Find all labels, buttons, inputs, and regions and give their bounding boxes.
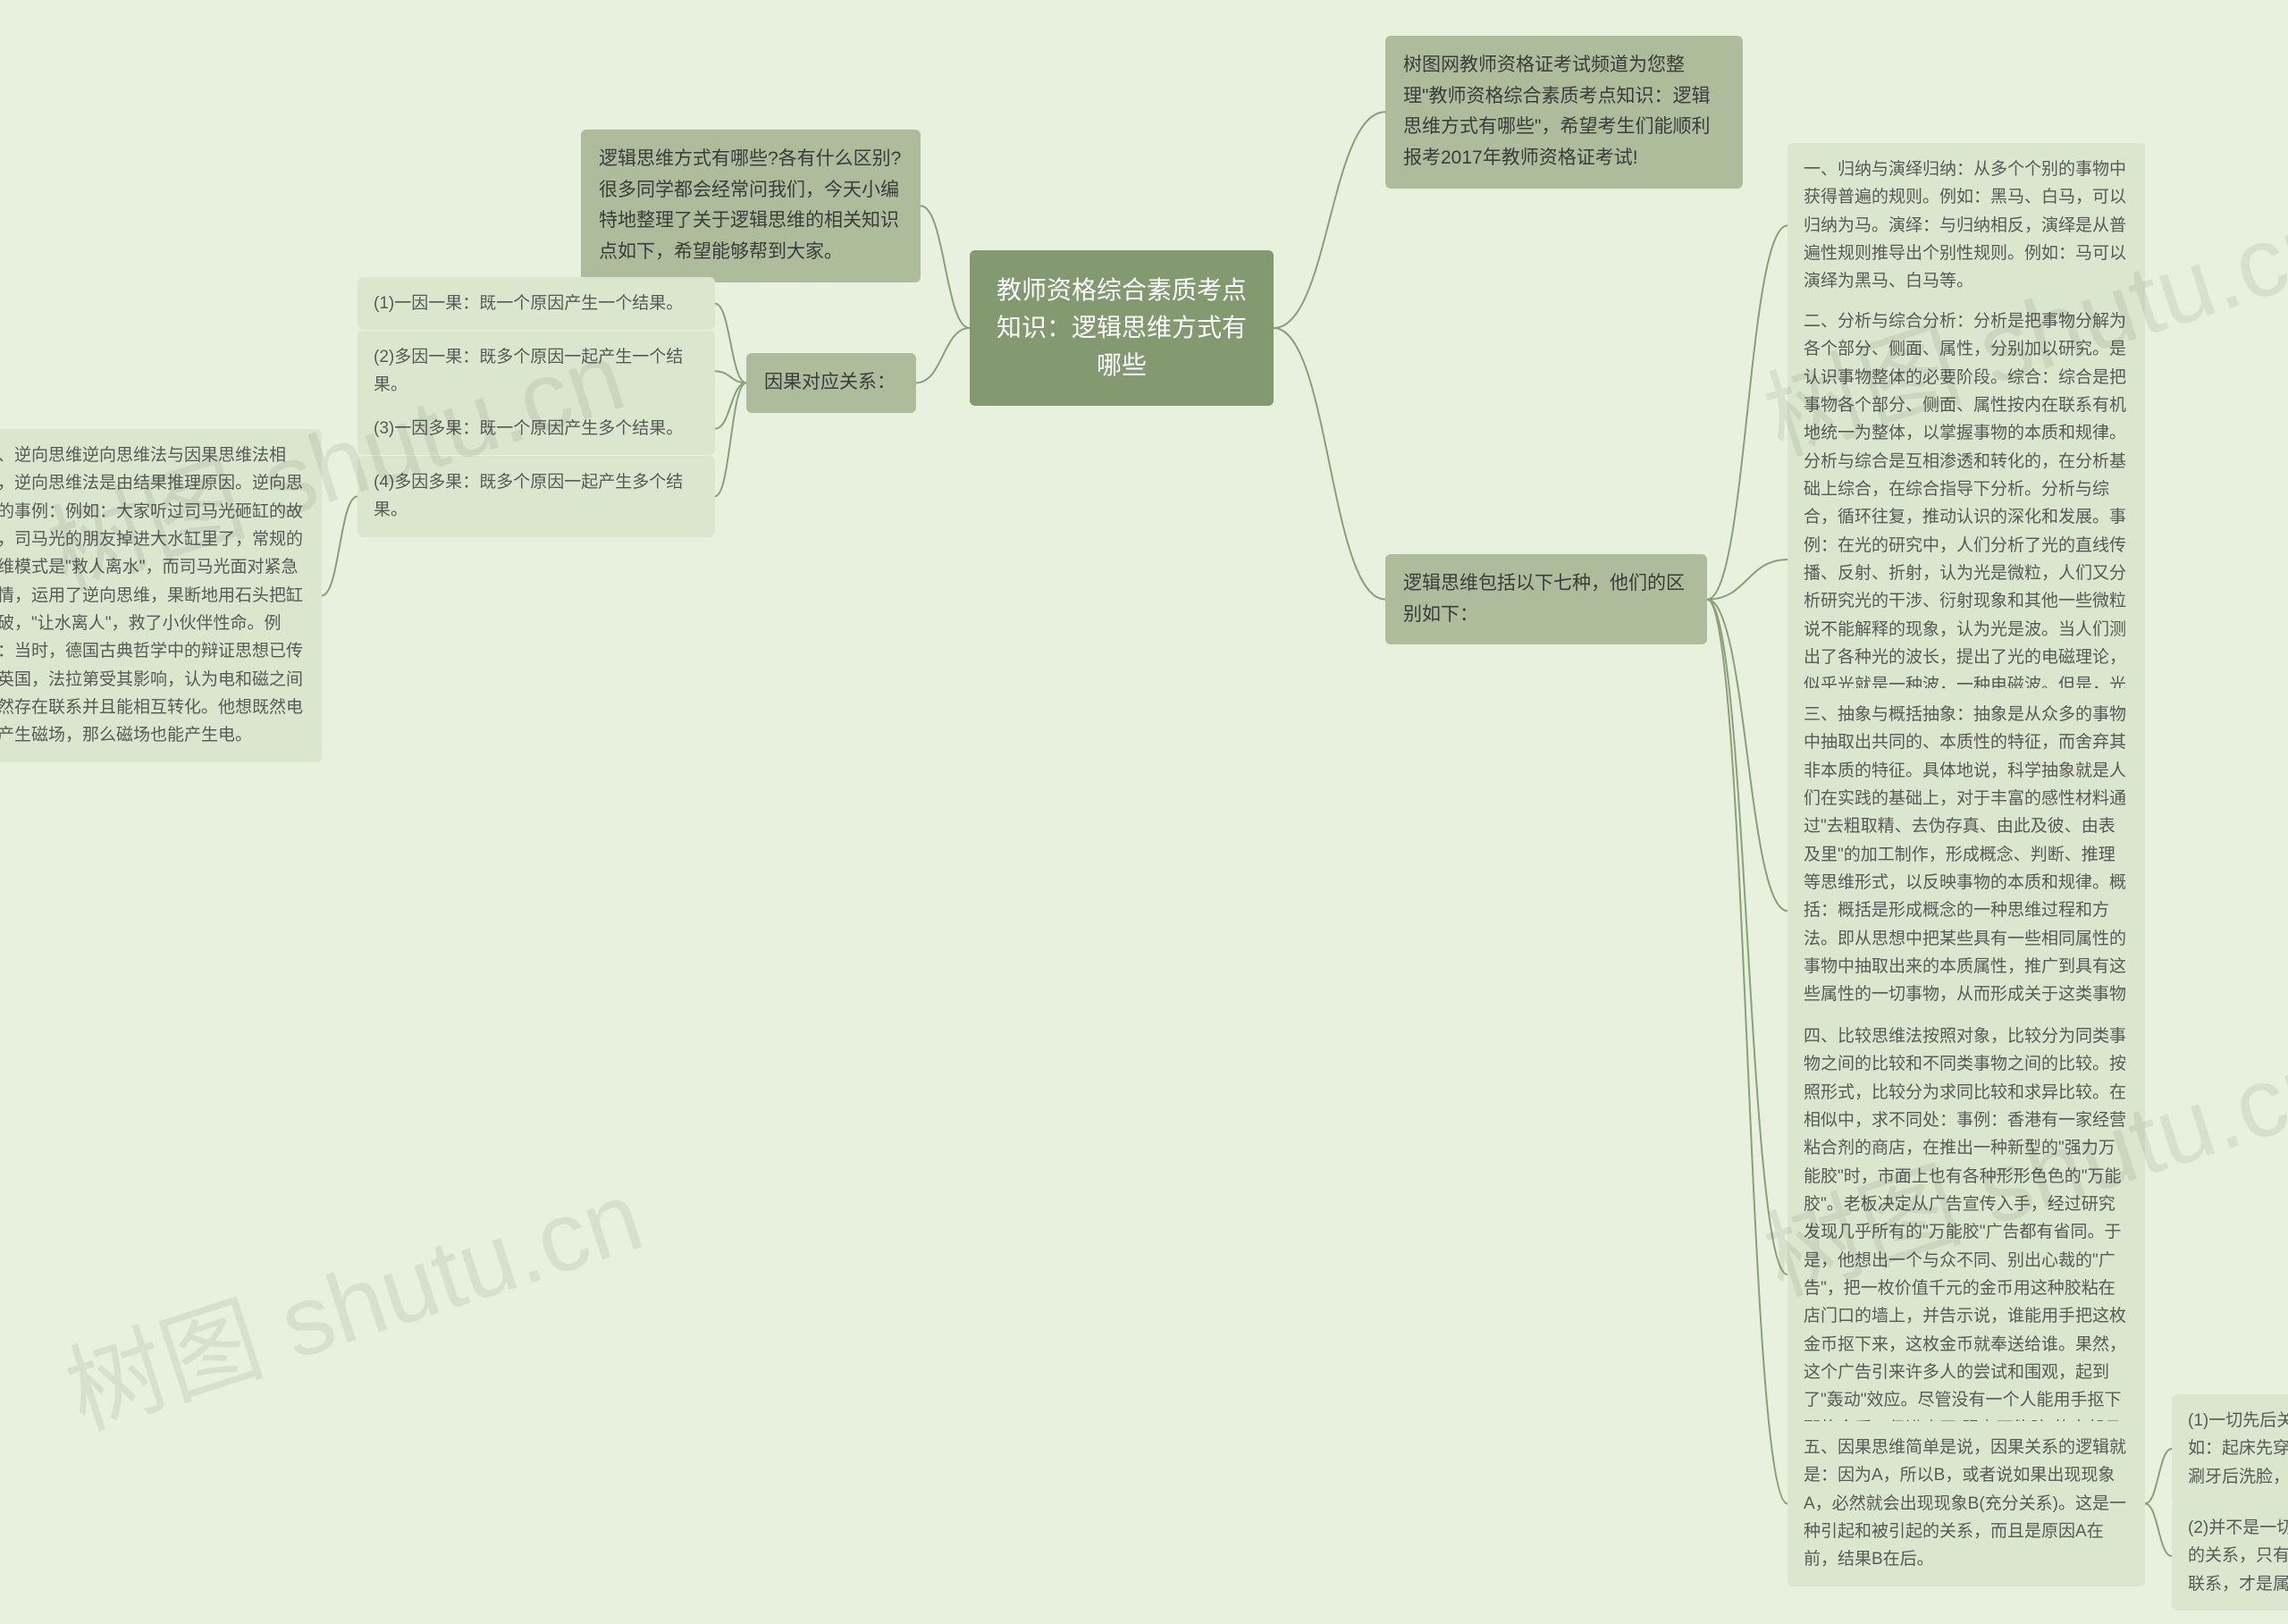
connector (916, 328, 970, 383)
watermark: 树图 shutu.cn (46, 1136, 657, 1456)
connector (1707, 225, 1788, 599)
connector (1274, 112, 1385, 328)
node-text: (2)并不是一切必然联系都是引起和被引起的关系，只有有了引起和被引起关系的必然联… (2188, 1519, 2288, 1594)
connector (1707, 560, 1788, 600)
node-c1: (1)一因一果：既一个原因产生一个结果。 (358, 277, 715, 330)
connector (715, 371, 746, 383)
node-c4a: 七、逆向思维逆向思维法与因果思维法相反，逆向思维法是由结果推理原因。逆向思维的事… (0, 429, 322, 762)
node-s1: 一、归纳与演绎归纳：从多个个别的事物中获得普遍的规则。例如：黑马、白马，可以归纳… (1788, 143, 2145, 308)
node-s5a: (1)一切先后关系不一定就是因果关系，例如：起床先穿衣服，然后穿裤子，或者说先涮… (2172, 1394, 2288, 1503)
connector (322, 496, 358, 595)
node-text: (2)多因一果：既多个原因一起产生一个结果。 (374, 348, 683, 394)
node-root: 教师资格综合素质考点知识：逻辑思维方式有哪些 (970, 250, 1274, 406)
node-cause: 因果对应关系： (746, 353, 916, 413)
node-text: (3)一因多果：既一个原因产生多个结果。 (374, 419, 683, 438)
node-text: 七、逆向思维逆向思维法与因果思维法相反，逆向思维法是由结果推理原因。逆向思维的事… (0, 446, 303, 745)
connector (921, 206, 970, 328)
node-c3: (3)一因多果：既一个原因产生多个结果。 (358, 402, 715, 455)
node-qa: 逻辑思维方式有哪些?各有什么区别?很多同学都会经常问我们，今天小编特地整理了关于… (581, 130, 921, 282)
node-text: 教师资格综合素质考点知识：逻辑思维方式有哪些 (997, 276, 1247, 379)
connector (2145, 1449, 2172, 1503)
connector (1707, 600, 1788, 1275)
node-text: 五、因果思维简单是说，因果关系的逻辑就是：因为A，所以B，或者说如果出现现象A，… (1804, 1438, 2126, 1569)
node-text: (1)一切先后关系不一定就是因果关系，例如：起床先穿衣服，然后穿裤子，或者说先涮… (2188, 1411, 2288, 1486)
node-intro: 树图网教师资格证考试频道为您整理"教师资格综合素质考点知识：逻辑思维方式有哪些"… (1385, 36, 1743, 189)
connector (1707, 600, 1788, 1504)
connector (1274, 328, 1385, 600)
node-seven: 逻辑思维包括以下七种，他们的区别如下： (1385, 554, 1707, 644)
node-text: (1)一因一果：既一个原因产生一个结果。 (374, 294, 683, 313)
node-text: 树图网教师资格证考试频道为您整理"教师资格综合素质考点知识：逻辑思维方式有哪些"… (1403, 55, 1710, 168)
node-text: 一、归纳与演绎归纳：从多个个别的事物中获得普遍的规则。例如：黑马、白马，可以归纳… (1804, 160, 2126, 290)
node-s5b: (2)并不是一切必然联系都是引起和被引起的关系，只有有了引起和被引起关系的必然联… (2172, 1502, 2288, 1611)
connector (2145, 1503, 2172, 1556)
connector (715, 383, 746, 428)
connector (715, 383, 746, 496)
connector (1707, 600, 1788, 911)
node-text: 逻辑思维方式有哪些?各有什么区别?很多同学都会经常问我们，今天小编特地整理了关于… (599, 148, 901, 262)
node-text: 逻辑思维包括以下七种，他们的区别如下： (1403, 573, 1685, 625)
node-text: 因果对应关系： (764, 372, 896, 392)
node-c4: (4)多因多果：既多个原因一起产生多个结果。 (358, 456, 715, 537)
connector (715, 304, 746, 383)
node-c2: (2)多因一果：既多个原因一起产生一个结果。 (358, 331, 715, 412)
node-text: (4)多因多果：既多个原因一起产生多个结果。 (374, 473, 683, 519)
node-s5: 五、因果思维简单是说，因果关系的逻辑就是：因为A，所以B，或者说如果出现现象A，… (1788, 1421, 2145, 1586)
